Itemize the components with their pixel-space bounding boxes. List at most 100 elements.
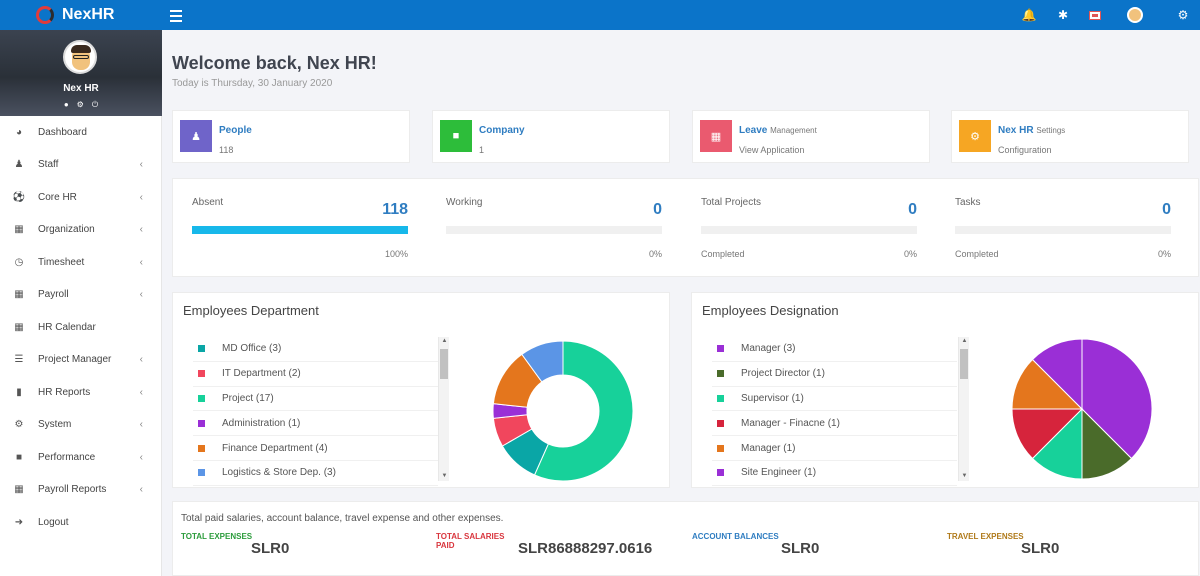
user-icon: ♟ bbox=[180, 120, 212, 152]
football-icon: ⚽ bbox=[12, 191, 26, 203]
scroll-up-icon[interactable]: ▲ bbox=[441, 338, 448, 344]
chevron-left-icon: ‹ bbox=[139, 191, 143, 203]
scroll-thumb[interactable] bbox=[960, 349, 968, 379]
legend-swatch bbox=[717, 444, 724, 452]
stat-footer-label: Completed bbox=[701, 249, 745, 259]
sidebar-item-payroll[interactable]: ▦ Payroll ‹ bbox=[0, 279, 161, 312]
pie-slice-project[interactable] bbox=[533, 340, 634, 482]
asterisk-icon[interactable]: ✱ bbox=[1057, 8, 1069, 22]
pie-slice-site-engineer[interactable] bbox=[1031, 338, 1083, 411]
department-panel: Employees Department MD Office (3) IT Dep… bbox=[172, 292, 670, 488]
stat-value: 0 bbox=[1162, 201, 1171, 218]
quick-card-subtitle: Management bbox=[770, 126, 817, 135]
legend-item[interactable]: Manager (3) bbox=[712, 337, 957, 362]
top-actions: 🔔 ✱ ⚙ bbox=[1014, 0, 1200, 30]
designation-panel: Employees Designation Manager (3) Project… bbox=[691, 292, 1199, 488]
legend-item[interactable]: Finance Department (4) bbox=[193, 436, 438, 461]
sidebar-item-core-hr[interactable]: ⚽ Core HR ‹ bbox=[0, 181, 161, 214]
legend-swatch bbox=[198, 469, 205, 477]
legend-item[interactable]: Administration (1) bbox=[193, 411, 438, 437]
scroll-down-icon[interactable]: ▼ bbox=[961, 473, 968, 479]
chevron-left-icon: ‹ bbox=[139, 224, 143, 236]
sidebar-item-dashboard[interactable]: ◕ Dashboard bbox=[0, 116, 161, 149]
sidebar-item-system[interactable]: ⚙ System ‹ bbox=[0, 409, 161, 442]
expense-label-line: TOTAL SALARIES bbox=[436, 532, 505, 541]
building-icon: ▦ bbox=[14, 224, 24, 236]
department-scrollbar[interactable]: ▲ ▼ bbox=[438, 337, 449, 481]
progress-bar-fill bbox=[192, 226, 408, 234]
stat-percentage: 0% bbox=[1157, 249, 1171, 259]
sidebar-item-timesheet[interactable]: ◷ Timesheet ‹ bbox=[0, 246, 161, 279]
bell-icon[interactable]: 🔔 bbox=[1021, 8, 1037, 22]
sidebar-item-project-manager[interactable]: ☰ Project Manager ‹ bbox=[0, 344, 161, 377]
pie-slice-logistics-store-dep-[interactable] bbox=[521, 340, 564, 383]
sidebar-item-organization[interactable]: ▦ Organization ‹ bbox=[0, 214, 161, 247]
scroll-thumb[interactable] bbox=[440, 349, 448, 379]
designation-scrollbar[interactable]: ▲ ▼ bbox=[958, 337, 969, 481]
progress-bar bbox=[192, 226, 408, 234]
dashboard-icon: ◕ bbox=[15, 126, 23, 138]
main-content: Welcome back, Nex HR! Today is Thursday,… bbox=[162, 30, 1200, 576]
cube-icon: ■ bbox=[15, 451, 23, 463]
sidebar-item-label: Core HR bbox=[38, 191, 77, 203]
sidebar-item-hr-reports[interactable]: ▮ HR Reports ‹ bbox=[0, 376, 161, 409]
gear-icon[interactable]: ⚙ bbox=[1177, 8, 1189, 22]
scroll-down-icon[interactable]: ▼ bbox=[441, 473, 448, 479]
calculator-icon: ▦ bbox=[14, 484, 24, 496]
power-icon[interactable]: ⏻ bbox=[91, 100, 99, 109]
quick-card-title-text: Company bbox=[479, 125, 525, 136]
legend-item[interactable]: Site Engineer (1) bbox=[712, 461, 957, 486]
quick-card-value: Configuration bbox=[998, 145, 1052, 155]
brand[interactable]: NexHR bbox=[0, 0, 162, 30]
user-avatar[interactable] bbox=[1120, 0, 1150, 30]
quick-card-title-text: Nex HR bbox=[998, 125, 1034, 136]
user-icon[interactable]: ● bbox=[63, 100, 69, 109]
page-title: Welcome back, Nex HR! bbox=[172, 53, 377, 73]
expense-value: SLR0 bbox=[1021, 540, 1060, 557]
sidebar-item-performance[interactable]: ■ Performance ‹ bbox=[0, 441, 161, 474]
scroll-up-icon[interactable]: ▲ bbox=[961, 338, 968, 344]
legend-swatch bbox=[198, 345, 205, 353]
sidebar-nav: ◕ Dashboard ♟ Staff ‹ ⚽ Core HR ‹ ▦ Organization ‹… bbox=[0, 116, 161, 539]
legend-swatch bbox=[717, 370, 724, 378]
legend-item[interactable]: IT Department (2) bbox=[193, 362, 438, 387]
sidebar-item-staff[interactable]: ♟ Staff ‹ bbox=[0, 149, 161, 182]
gear-icon[interactable]: ⚙ bbox=[76, 100, 84, 109]
legend-item[interactable]: Manager - Finacne (1) bbox=[712, 411, 957, 437]
sidebar-item-label: Logout bbox=[38, 516, 69, 528]
legend-label: Finance Department (4) bbox=[222, 442, 328, 454]
legend-item[interactable]: Supervisor (1) bbox=[712, 387, 957, 412]
sidebar-item-label: Performance bbox=[38, 451, 96, 463]
stat-absent: Absent 118 100% bbox=[192, 179, 408, 278]
legend-item[interactable]: Manager (1) bbox=[712, 436, 957, 461]
avatar[interactable] bbox=[63, 40, 97, 74]
chevron-left-icon: ‹ bbox=[139, 256, 143, 268]
sidebar-item-payroll-reports[interactable]: ▦ Payroll Reports ‹ bbox=[0, 474, 161, 507]
sidebar-item-hr-calendar[interactable]: ▦ HR Calendar bbox=[0, 311, 161, 344]
expense-label: TOTAL EXPENSES bbox=[181, 532, 252, 541]
stat-value: 118 bbox=[382, 201, 408, 218]
pie-slice-manager[interactable] bbox=[1081, 338, 1153, 460]
quick-card-nex-hr[interactable]: ⚙ Nex HR Settings Configuration bbox=[951, 110, 1189, 163]
legend-label: Manager - Finacne (1) bbox=[741, 417, 840, 429]
legend-item[interactable]: Logistics & Store Dep. (3) bbox=[193, 461, 438, 486]
sidebar-item-logout[interactable]: ➜ Logout bbox=[0, 506, 161, 539]
quick-card-people[interactable]: ♟ People 118 bbox=[172, 110, 410, 163]
department-donut-chart bbox=[492, 340, 634, 482]
legend-item[interactable]: Project (17) bbox=[193, 387, 438, 412]
sidebar-item-label: Timesheet bbox=[38, 256, 85, 268]
legend-item[interactable]: MD Office (3) bbox=[193, 337, 438, 362]
quick-card-leave[interactable]: ▦ Leave Management View Application bbox=[692, 110, 930, 163]
designation-legend: Manager (3) Project Director (1) Superviso… bbox=[712, 337, 957, 486]
legend-label: MD Office (3) bbox=[222, 343, 282, 355]
legend-swatch bbox=[198, 444, 205, 452]
menu-toggle-icon[interactable] bbox=[170, 7, 182, 23]
expense-value: SLR0 bbox=[781, 540, 820, 557]
legend-item[interactable]: Project Director (1) bbox=[712, 362, 957, 387]
legend-swatch bbox=[198, 394, 205, 402]
designation-pie-chart bbox=[1011, 338, 1153, 480]
sidebar-item-label: Organization bbox=[38, 224, 95, 236]
language-flag-icon[interactable] bbox=[1080, 0, 1110, 30]
stat-value: 0 bbox=[653, 201, 662, 218]
quick-card-company[interactable]: ■ Company 1 bbox=[432, 110, 670, 163]
